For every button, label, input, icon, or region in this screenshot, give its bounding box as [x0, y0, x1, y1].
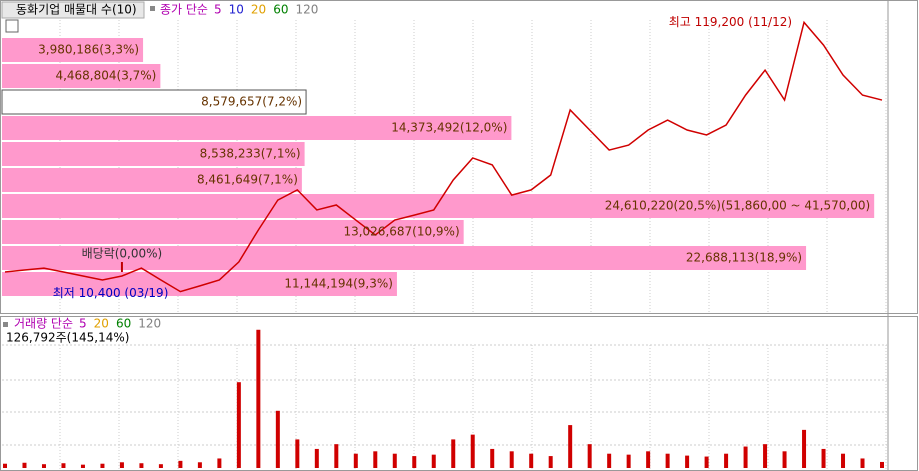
volume-bar: [295, 439, 300, 468]
volume-bar: [178, 460, 183, 468]
volume-profile-label: 8,461,649(7,1%): [197, 173, 298, 187]
volume-bar: [353, 453, 358, 468]
volume-bar: [314, 448, 319, 468]
volume-profile-label: 4,468,804(3,7%): [55, 69, 156, 83]
volume-bar: [392, 453, 397, 468]
legend-item: 20: [251, 3, 266, 17]
price-line: [4, 20, 883, 293]
annotation: 배당락(0,00%): [82, 246, 163, 260]
volume-profile-bar: [1, 89, 307, 115]
volume-profile-bar: [2, 272, 397, 296]
legend-item: 10: [229, 3, 244, 17]
volume-pane: [0, 316, 918, 471]
legend-item: 120: [138, 317, 161, 331]
volume-bar: [334, 444, 339, 468]
volume-bar: [860, 458, 865, 468]
legend-item: 5: [214, 3, 222, 17]
legend-item: 20: [94, 317, 109, 331]
volume-bar: [665, 453, 670, 468]
volume-bar: [373, 451, 378, 468]
volume-bar: [880, 461, 884, 468]
volume-bar: [197, 462, 202, 468]
volume-bar: [587, 444, 592, 468]
legend-item: 5: [79, 317, 87, 331]
volume-profile-label: 3,980,186(3,3%): [38, 43, 139, 57]
annotation: 최저 10,400 (03/19): [53, 286, 169, 300]
volume-bar: [704, 456, 709, 468]
volume-profile-bar: [2, 194, 875, 218]
volume-profile-bar: [2, 142, 305, 166]
table-icon: [5, 19, 19, 33]
volume-bar: [217, 458, 222, 468]
volume-bar: [782, 451, 787, 468]
volume-bar: [41, 464, 46, 468]
volume-bar: [841, 453, 846, 468]
volume-bar: [236, 382, 241, 468]
volume-bar: [100, 463, 105, 468]
legend-item: 60: [116, 317, 131, 331]
volume-bar: [646, 451, 651, 468]
volume-bar: [724, 453, 729, 468]
volume-bar: [61, 463, 66, 468]
volume-bar: [490, 448, 495, 468]
volume-bar: [412, 456, 417, 468]
volume-profile-label: 24,610,220(20,5%)(51,860,00 ~ 41,570,00): [605, 199, 870, 213]
legend-title: 종가 단순: [160, 3, 208, 17]
legend-item: 60: [273, 3, 288, 17]
volume-profile-label: 13,026,687(10,9%): [343, 225, 459, 239]
volume-bar: [743, 446, 748, 468]
volume-bar: [802, 429, 807, 468]
volume-bar: [470, 434, 475, 468]
volume-profile-label: 8,538,233(7,1%): [200, 147, 301, 161]
legend-icon: [3, 322, 8, 327]
volume-profile-bar: [2, 246, 807, 270]
volume-profile-label: 14,373,492(12,0%): [391, 121, 507, 135]
volume-profile-bar: [2, 116, 512, 140]
volume-profile-bar: [2, 168, 302, 192]
volume-bar: [80, 464, 85, 468]
volume-profile-bar: [2, 38, 144, 62]
volume-bar: [451, 439, 456, 468]
volume-profile-bar: [2, 64, 161, 88]
volume-bar: [626, 454, 631, 468]
volume-bar: [3, 463, 7, 468]
chart-title: 동화기업 매물대 수(10): [16, 3, 137, 17]
volume-bar: [256, 329, 261, 468]
volume-profile-label: 8,579,657(7,2%): [201, 95, 302, 109]
title-box: [1, 1, 145, 19]
volume-bar: [548, 456, 553, 468]
annotation: 최고 119,200 (11/12): [669, 15, 792, 29]
legend-item: 120: [295, 3, 318, 17]
volume-bar: [685, 455, 690, 468]
volume-bar: [607, 453, 612, 468]
volume-bar: [275, 410, 280, 468]
legend-title: 거래량 단순: [14, 317, 73, 331]
volume-bar: [529, 453, 534, 468]
volume-bar: [431, 454, 436, 468]
volume-bar: [509, 451, 514, 468]
legend-icon: [150, 6, 155, 11]
volume-profile-label: 11,144,194(9,3%): [284, 277, 393, 291]
last-volume-label: 126,792주(145,14%): [6, 331, 129, 345]
volume-bar: [568, 425, 573, 468]
volume-bar: [22, 462, 27, 468]
volume-profile-label: 22,688,113(18,9%): [686, 251, 802, 265]
volume-profile-bar: [2, 220, 464, 244]
volume-bar: [119, 462, 124, 468]
volume-bar: [763, 444, 768, 468]
volume-bar: [139, 463, 144, 468]
volume-bar: [158, 464, 163, 468]
volume-bar: [821, 448, 826, 468]
